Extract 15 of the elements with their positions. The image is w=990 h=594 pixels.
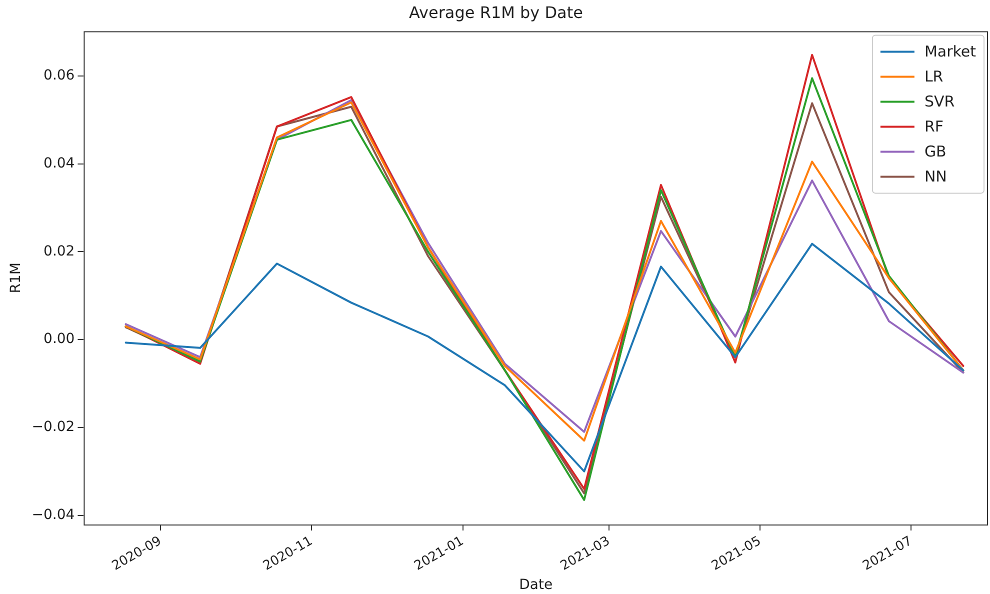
legend-label: LR	[924, 68, 944, 86]
y-tick-label: 0.06	[44, 68, 75, 84]
y-tick-label: 0.04	[44, 156, 75, 172]
legend-label: RF	[924, 118, 944, 136]
legend-label: Market	[924, 42, 976, 61]
y-axis-title: R1M	[8, 262, 24, 294]
legend-label: SVR	[924, 92, 955, 111]
y-tick-label: 0.00	[44, 331, 75, 348]
x-axis-title: Date	[519, 577, 553, 594]
chart-title: Average R1M by Date	[409, 2, 583, 22]
legend-label: NN	[924, 168, 947, 186]
y-tick-label: −0.02	[32, 419, 75, 436]
legend-label: GB	[924, 142, 946, 161]
y-tick-label: 0.02	[44, 243, 75, 260]
y-tick-label: −0.04	[32, 506, 75, 523]
